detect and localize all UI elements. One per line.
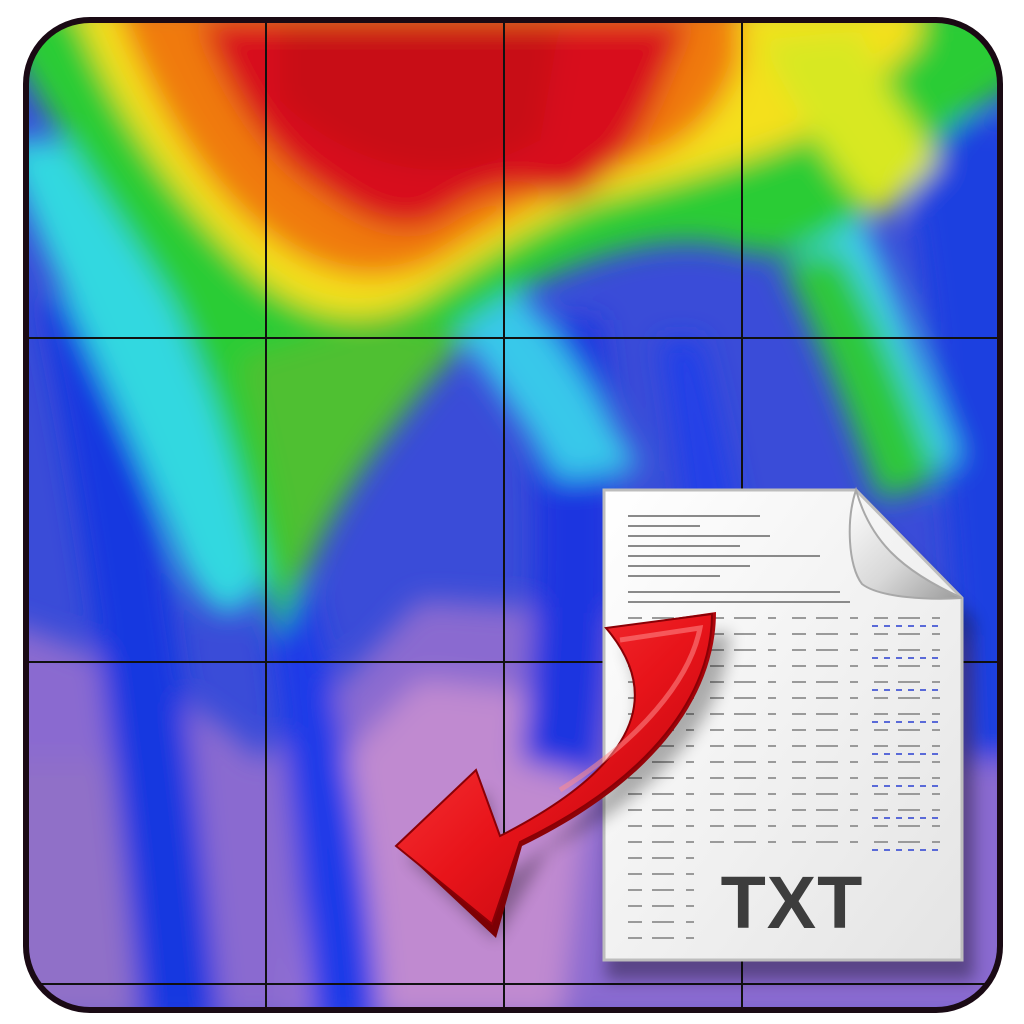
document-table-rows bbox=[628, 617, 940, 939]
txt-file-label: TXT bbox=[720, 861, 864, 944]
icon-frame bbox=[23, 17, 1003, 1013]
page-curl bbox=[848, 486, 963, 600]
document-text-lines bbox=[628, 515, 850, 603]
import-arrow-icon bbox=[394, 612, 730, 940]
